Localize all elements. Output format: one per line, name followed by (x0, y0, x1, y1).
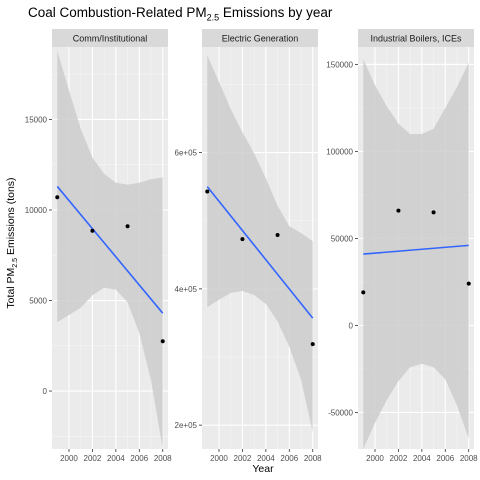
x-tick-label: 2008 (460, 454, 478, 463)
x-tick-label: 2004 (413, 454, 431, 463)
y-axis-title-rest: Emissions (tons) (5, 177, 17, 258)
fit-line (206, 186, 314, 319)
y-tick-label: 2e+05 (175, 421, 198, 430)
facet-strip-label: Electric Generation (222, 34, 299, 44)
chart-title: Coal Combustion-Related PM2.5 Emissions … (28, 5, 333, 23)
y-tick-label: -50000 (328, 408, 353, 417)
facet-strip (358, 29, 474, 47)
x-tick-label: 2006 (130, 454, 148, 463)
data-point (90, 228, 95, 233)
x-tick-label: 2008 (304, 454, 322, 463)
y-tick-label: 150000 (326, 60, 353, 69)
confidence-band (207, 55, 313, 432)
data-point (205, 189, 210, 194)
x-tick-label: 2002 (390, 454, 408, 463)
data-point (240, 237, 245, 242)
x-axis-title: Year (252, 463, 274, 475)
data-point (310, 342, 315, 347)
x-tick-label: 2004 (107, 454, 125, 463)
facet-panel: Electric Generation 2e+05 4e+05 6e+05 2000 20… (175, 29, 322, 463)
data-point (55, 195, 60, 200)
y-tick-label: 100000 (326, 147, 353, 156)
y-axis-title-main: Total PM (5, 268, 17, 309)
fit-line (56, 185, 164, 314)
confidence-band (363, 59, 469, 449)
x-tick-label: 2008 (154, 454, 172, 463)
data-point (125, 224, 130, 229)
y-axis-title-subscript: 2.5 (12, 258, 19, 268)
x-tick-label: 2006 (436, 454, 454, 463)
x-tick-label: 2000 (60, 454, 78, 463)
y-tick-label: 6e+05 (175, 149, 198, 158)
y-tick-label: 0 (349, 321, 354, 330)
facet-strip (52, 29, 168, 47)
x-tick-label: 2006 (280, 454, 298, 463)
data-point (361, 290, 366, 295)
x-tick-label: 2002 (84, 454, 102, 463)
facet-panels: Comm/Institutional 0 5000 10000 15000 2000 200… (25, 29, 478, 463)
facet-panel: Comm/Institutional 0 5000 10000 15000 2000 200… (25, 29, 172, 463)
y-tick-label: 0 (43, 387, 48, 396)
facet-strip (202, 29, 318, 47)
facet-strip-label: Comm/Institutional (73, 34, 148, 44)
y-tick-label: 50000 (331, 234, 354, 243)
x-tick-label: 2002 (234, 454, 252, 463)
x-tick-label: 2000 (210, 454, 228, 463)
data-point (275, 233, 280, 238)
chart-title-subscript: 2.5 (207, 13, 220, 23)
data-point (466, 281, 471, 286)
chart-title-rest: Emissions by year (219, 5, 333, 20)
data-point (160, 339, 165, 344)
facet-panel: Industrial Boilers, ICEs -50000 0 50000 1000… (326, 29, 478, 463)
facet-strip-label: Industrial Boilers, ICEs (370, 34, 462, 44)
y-tick-label: 5000 (29, 297, 47, 306)
y-tick-label: 4e+05 (175, 285, 198, 294)
y-tick-label: 15000 (25, 115, 48, 124)
y-tick-label: 10000 (25, 206, 48, 215)
fit-line (363, 244, 469, 255)
chart-title-main: Coal Combustion-Related PM (28, 5, 207, 20)
data-point (431, 210, 436, 215)
data-point (396, 208, 401, 213)
y-axis-title: Total PM2.5 Emissions (tons) (5, 177, 19, 308)
x-tick-label: 2000 (366, 454, 384, 463)
x-tick-label: 2004 (257, 454, 275, 463)
